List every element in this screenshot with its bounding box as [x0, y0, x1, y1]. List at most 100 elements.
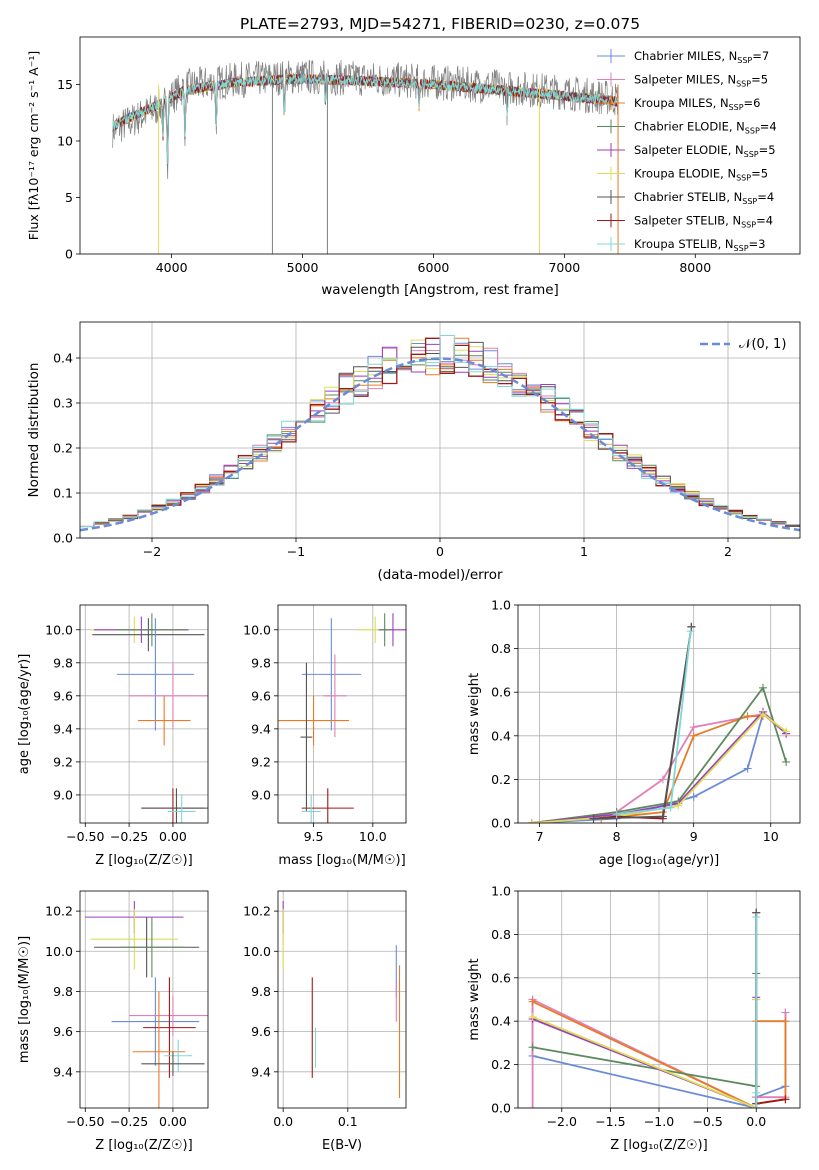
x-axis-label: (data-model)/error [377, 567, 503, 583]
x-axis-label: Z [log₁₀(Z/Z☉)] [95, 853, 192, 868]
model-spectrum [112, 73, 619, 159]
x-axis-label: E(B-V) [322, 1138, 362, 1153]
legend-entry: Chabrier ELODIE, NSSP=4 [634, 120, 777, 136]
mass_vs_ebv-panel: 0.0 0.1 9.4 9.6 9.8 10.0 10.2 E(B-V) [243, 890, 407, 1153]
mass_vs_Z-panel: −0.50 −0.25 0.00 9.4 9.6 9.8 10.0 10.2 Z [log₁₀(… [17, 890, 209, 1153]
y-tick-label: 9.2 [251, 754, 271, 769]
figure-title: PLATE=2793, MJD=54271, FIBERID=0230, z=0… [240, 15, 640, 33]
x-tick-label: 9 [690, 829, 698, 844]
gaussian-curve [80, 357, 800, 532]
residuals-panel: −2 −1 0 1 2 0.0 0.1 0.2 0.3 0.4 𝒩(0, 1) (data-model… [26, 321, 801, 583]
legend-entry: 𝒩(0, 1) [739, 337, 786, 352]
x-axis-label: wavelength [Angstrom, rest frame] [321, 282, 559, 298]
y-tick-label: 0.2 [491, 772, 511, 787]
y-tick-label: 0.1 [53, 486, 73, 501]
y-tick-label: 0.8 [491, 927, 511, 942]
x-tick-label: −1.0 [644, 1114, 674, 1129]
x-tick-label: −0.50 [66, 829, 104, 844]
weight-lines [527, 622, 791, 823]
legend-entry: Kroupa STELIB, NSSP=3 [634, 237, 765, 253]
y-tick-label: 0.4 [491, 728, 511, 743]
y-tick-label: 9.6 [251, 1024, 271, 1039]
x-tick-label: −1 [287, 544, 305, 559]
model-spectrum [112, 73, 619, 164]
y-tick-label: 0.8 [491, 641, 511, 656]
axes-frame [79, 36, 801, 255]
x-tick-label: 10 [763, 829, 779, 844]
y-tick-label: 9.4 [251, 721, 271, 736]
y-tick-label: 10.0 [243, 622, 271, 637]
axes-frame [277, 604, 407, 824]
y-tick-label: 1.0 [491, 884, 511, 899]
x-tick-label: −0.25 [110, 1114, 148, 1129]
errorbars [282, 901, 401, 1098]
legend-entry: Salpeter STELIB, NSSP=4 [634, 214, 773, 230]
y-tick-label: 9.4 [251, 1064, 271, 1079]
legend-entry: Chabrier STELIB, NSSP=4 [634, 190, 774, 206]
x-tick-label: 2 [724, 544, 732, 559]
x-axis-label: mass [log₁₀(M/M☉)] [278, 853, 405, 868]
y-tick-label: 9.4 [53, 1064, 73, 1079]
x-tick-label: −0.50 [66, 1114, 104, 1129]
y-axis-label: Flux [fλ10⁻¹⁷ erg cm⁻² s⁻¹ A⁻¹] [26, 51, 41, 240]
y-tick-label: 0.2 [53, 441, 73, 456]
histogram-lines [80, 335, 800, 532]
y-tick-label: 9.8 [251, 655, 271, 670]
x-tick-label: 4000 [156, 260, 188, 275]
x-axis-label: age [log₁₀(age/yr)] [599, 853, 720, 868]
x-tick-label: 7000 [548, 260, 580, 275]
x-tick-label: 5000 [287, 260, 319, 275]
y-tick-label: 10.0 [243, 944, 271, 959]
y-tick-label: 9.0 [53, 787, 73, 802]
x-axis-label: Z [log₁₀(Z/Z☉)] [610, 1138, 707, 1153]
y-tick-label: 9.6 [251, 688, 271, 703]
y-tick-label: 9.4 [53, 721, 73, 736]
x-tick-label: 0.00 [159, 1114, 187, 1129]
y-tick-label: 0.6 [491, 970, 511, 985]
y-tick-label: 0.0 [53, 531, 73, 546]
y-axis-label: age [log₁₀(age/yr)] [17, 654, 32, 775]
y-tick-label: 5 [65, 190, 73, 205]
axes-frame [79, 604, 209, 824]
y-tick-label: 0.4 [53, 351, 73, 366]
x-tick-label: 9.5 [304, 829, 324, 844]
y-tick-label: 9.0 [251, 787, 271, 802]
x-tick-label: −2 [143, 544, 161, 559]
y-tick-label: 1.0 [491, 598, 511, 613]
y-tick-label: 0.4 [491, 1014, 511, 1029]
y-tick-label: 10.0 [45, 944, 73, 959]
spectrum-panel: 4000 5000 6000 7000 8000 0 5 10 15 Chabrier MILES… [26, 36, 801, 298]
y-tick-label: 10.2 [45, 904, 73, 919]
errorbars [85, 901, 208, 1108]
y-tick-label: 0.6 [491, 685, 511, 700]
mass_weight_vs_Z-panel: −2.0 −1.5 −1.0 −0.5 0.0 0.0 0.2 0.4 0.6 0.8 1.0 Z [… [467, 884, 801, 1153]
y-axis-label: mass [log₁₀(M/M☉)] [17, 936, 32, 1063]
errorbars [278, 613, 406, 823]
x-tick-label: 0 [436, 544, 444, 559]
y-tick-label: 9.2 [53, 754, 73, 769]
x-axis-label: Z [log₁₀(Z/Z☉)] [95, 1138, 192, 1153]
axes-frame [79, 321, 801, 539]
x-tick-label: −1.5 [595, 1114, 625, 1129]
y-tick-label: 0.2 [491, 1057, 511, 1072]
histogram-series [80, 335, 800, 527]
y-tick-label: 9.8 [53, 984, 73, 999]
x-tick-label: −0.25 [110, 829, 148, 844]
x-tick-label: 8000 [679, 260, 711, 275]
legend-entry: Salpeter ELODIE, NSSP=5 [634, 143, 776, 159]
y-tick-label: 10 [57, 133, 73, 148]
y-tick-label: 0 [65, 247, 73, 262]
spectrum-lines [112, 59, 619, 254]
x-tick-label: 0.0 [273, 1114, 293, 1129]
x-tick-label: −0.5 [692, 1114, 722, 1129]
mass_weight_vs_age-panel: 7 8 9 10 0.0 0.2 0.4 0.6 0.8 1.0 age [log₁₀(age/yr… [467, 598, 801, 868]
legend-entry: Kroupa MILES, NSSP=6 [634, 96, 760, 112]
y-axis-label: mass weight [467, 673, 482, 755]
weight-series [755, 912, 786, 1105]
y-tick-label: 10.2 [243, 904, 271, 919]
y-tick-label: 10.0 [45, 622, 73, 637]
x-tick-label: 0.1 [338, 1114, 358, 1129]
weight-series [531, 685, 787, 823]
x-tick-label: 1 [580, 544, 588, 559]
